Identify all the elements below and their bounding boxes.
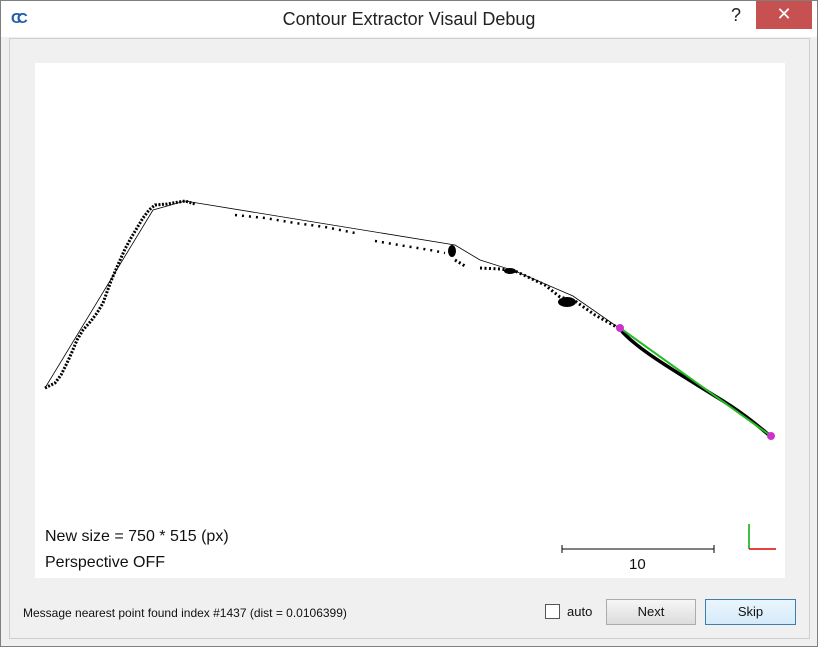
- scale-bar-label: 10: [629, 556, 646, 573]
- debug-3d-viewport[interactable]: New size = 750 * 515 (px) Perspective OF…: [35, 63, 785, 578]
- point-cloud: [44, 199, 772, 438]
- contour-canvas: [44, 199, 776, 553]
- segment-start-point: [616, 324, 624, 332]
- contour-polyline: [44, 200, 620, 389]
- app-logo-icon: CC: [11, 10, 28, 27]
- close-button[interactable]: ✕: [756, 1, 812, 29]
- next-button[interactable]: Next: [606, 599, 696, 625]
- status-message: Message nearest point found index #1437 …: [23, 606, 347, 620]
- perspective-label: Perspective OFF: [45, 554, 166, 571]
- segment-end-point: [767, 432, 775, 440]
- auto-checkbox-label[interactable]: auto: [567, 604, 593, 619]
- new-size-label: New size = 750 * 515 (px): [45, 528, 229, 545]
- skip-button[interactable]: Skip: [705, 599, 796, 625]
- help-button[interactable]: ?: [730, 5, 741, 25]
- title-bar: CC Contour Extractor Visaul Debug ? ✕: [1, 1, 817, 37]
- window-title: Contour Extractor Visaul Debug: [282, 9, 536, 29]
- auto-checkbox[interactable]: [545, 604, 560, 619]
- bottom-bar: Message nearest point found index #1437 …: [1, 596, 818, 630]
- selected-segment-line: [619, 327, 772, 437]
- scale-bar: [561, 545, 715, 553]
